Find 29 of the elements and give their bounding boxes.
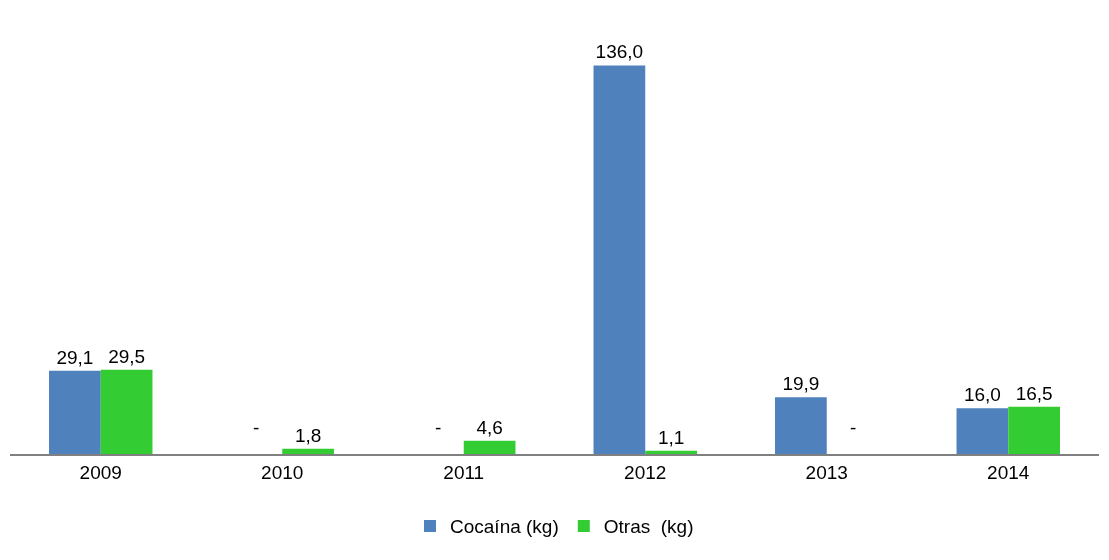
annotation: -: [435, 417, 442, 438]
x-tick-label: 2013: [805, 461, 848, 483]
data-label: 29,5: [108, 345, 146, 367]
bar: [49, 370, 101, 454]
x-tick-label: 2014: [987, 461, 1030, 483]
data-label: 136,0: [595, 41, 644, 63]
data-label: 16,0: [963, 384, 1001, 406]
bar: [282, 448, 334, 454]
annotation: -: [850, 417, 857, 438]
bar: [1008, 406, 1060, 454]
bar: [645, 450, 697, 454]
bar: [100, 369, 153, 454]
bar: [463, 440, 516, 454]
legend-label: Otras (kg): [603, 516, 694, 538]
data-label: 1,1: [657, 426, 685, 448]
data-label: 1,8: [294, 424, 322, 446]
annotation: -: [253, 417, 260, 438]
data-label: 29,1: [56, 346, 94, 368]
x-tick-label: 2009: [79, 461, 122, 483]
x-tick-label: 2012: [624, 461, 667, 483]
bar: [593, 65, 646, 454]
x-tick-label: 2011: [443, 461, 485, 483]
data-label: 19,9: [782, 373, 820, 395]
data-label: 4,6: [476, 416, 503, 438]
data-label: 16,5: [1015, 382, 1053, 404]
legend-label: Cocaína (kg): [450, 516, 559, 538]
bar: [956, 408, 1009, 454]
bar: [775, 397, 827, 454]
x-tick-label: 2010: [261, 461, 304, 483]
